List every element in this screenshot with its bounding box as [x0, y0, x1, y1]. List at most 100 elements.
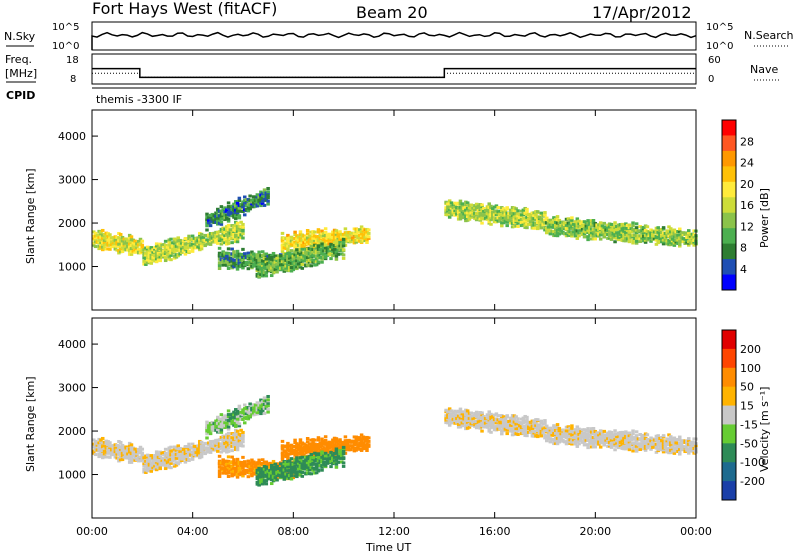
- power-cell: [586, 221, 590, 225]
- power-cell: [557, 224, 562, 228]
- power-cell: [525, 215, 529, 219]
- power-cell: [115, 248, 119, 252]
- velocity-cell: [286, 457, 290, 461]
- velocity-cell: [223, 446, 227, 450]
- velocity-cell: [228, 466, 233, 470]
- velocity-cell: [295, 473, 299, 477]
- velocity-cell: [582, 435, 587, 439]
- velocity-cell: [280, 457, 285, 461]
- freq-label-line1: Freq.: [5, 53, 32, 66]
- power-cell: [501, 221, 506, 225]
- power-cell: [509, 221, 513, 225]
- power-cell: [453, 209, 457, 213]
- power-cell: [627, 230, 632, 234]
- velocity-cell: [234, 471, 238, 475]
- power-cell: [216, 213, 220, 217]
- velocity-cell: [313, 438, 317, 442]
- velocity-cell: [692, 443, 696, 447]
- velocity-cell: [615, 435, 619, 439]
- velocity-cell: [688, 449, 693, 453]
- power-cell: [153, 254, 157, 258]
- velocity-cell: [562, 429, 567, 433]
- velocity-cell: [670, 437, 675, 441]
- power-cell: [464, 205, 468, 209]
- power-cell: [120, 243, 125, 247]
- velocity-cell: [235, 448, 240, 452]
- power-cell: [93, 240, 98, 244]
- power-cell: [559, 226, 563, 230]
- velocity-cell: [598, 438, 603, 442]
- colorbar-segment: [722, 181, 736, 198]
- velocity-cell: [298, 446, 303, 450]
- velocity-cell: [665, 439, 669, 443]
- power-cell: [163, 256, 168, 260]
- velocity-cell: [304, 458, 308, 462]
- power-cell: [446, 209, 450, 213]
- power-cell: [611, 235, 616, 239]
- power-cell: [253, 254, 258, 258]
- velocity-cell: [516, 429, 520, 433]
- power-cell: [305, 250, 310, 254]
- velocity-cell: [296, 464, 301, 468]
- power-cell: [298, 256, 303, 260]
- velocity-cell: [627, 443, 632, 447]
- power-cell: [163, 247, 168, 251]
- power-cell: [570, 216, 574, 220]
- power-cell: [615, 231, 619, 235]
- velocity-cell: [241, 417, 245, 421]
- velocity-cell: [282, 477, 287, 481]
- power-cell: [331, 249, 335, 253]
- power-cell: [183, 242, 188, 246]
- power-cell: [527, 213, 531, 217]
- power-cell: [458, 205, 463, 209]
- velocity-cell: [287, 464, 292, 468]
- velocity-cell: [449, 409, 454, 413]
- velocity-cell: [120, 454, 125, 458]
- velocity-cell: [518, 421, 522, 425]
- velocity-cell: [636, 442, 641, 446]
- power-cell: [118, 238, 123, 242]
- velocity-cell: [154, 459, 159, 463]
- power-cell: [647, 232, 651, 236]
- power-cell: [325, 251, 330, 255]
- power-cell: [548, 223, 553, 227]
- power-cell: [225, 228, 229, 232]
- power-cell: [300, 238, 305, 242]
- power-cell: [510, 206, 515, 210]
- velocity-cell: [322, 440, 326, 444]
- velocity-cell: [243, 471, 247, 475]
- power-cell: [602, 235, 607, 239]
- power-cell: [244, 255, 249, 259]
- velocity-cell: [509, 419, 513, 423]
- power-cell: [313, 238, 317, 242]
- power-cell: [314, 254, 319, 258]
- velocity-cell: [350, 439, 355, 443]
- velocity-cell: [503, 417, 508, 421]
- velocity-cell: [226, 427, 231, 431]
- power-cell: [589, 227, 594, 231]
- velocity-cell: [163, 451, 168, 455]
- power-cell: [234, 214, 238, 218]
- power-cell: [176, 245, 180, 249]
- velocity-cell: [147, 462, 152, 466]
- velocity-cell: [127, 441, 132, 445]
- velocity-cell: [149, 464, 154, 468]
- power-cell: [492, 205, 497, 209]
- velocity-cell: [284, 450, 288, 454]
- velocity-cell: [102, 452, 107, 456]
- velocity-cell: [221, 462, 225, 466]
- velocity-cell: [589, 441, 594, 445]
- power-cell: [187, 239, 191, 243]
- velocity-cell: [460, 416, 465, 420]
- power-cell: [651, 229, 655, 233]
- power-cell: [100, 233, 105, 237]
- power-cell: [198, 235, 202, 239]
- velocity-cell: [212, 439, 216, 443]
- power-cell: [293, 266, 297, 270]
- velocity-cell: [649, 441, 653, 445]
- power-cell: [591, 228, 596, 232]
- power-cell: [287, 244, 292, 248]
- power-cell: [510, 216, 515, 220]
- velocity-cell: [624, 434, 628, 438]
- velocity-cell: [280, 465, 285, 469]
